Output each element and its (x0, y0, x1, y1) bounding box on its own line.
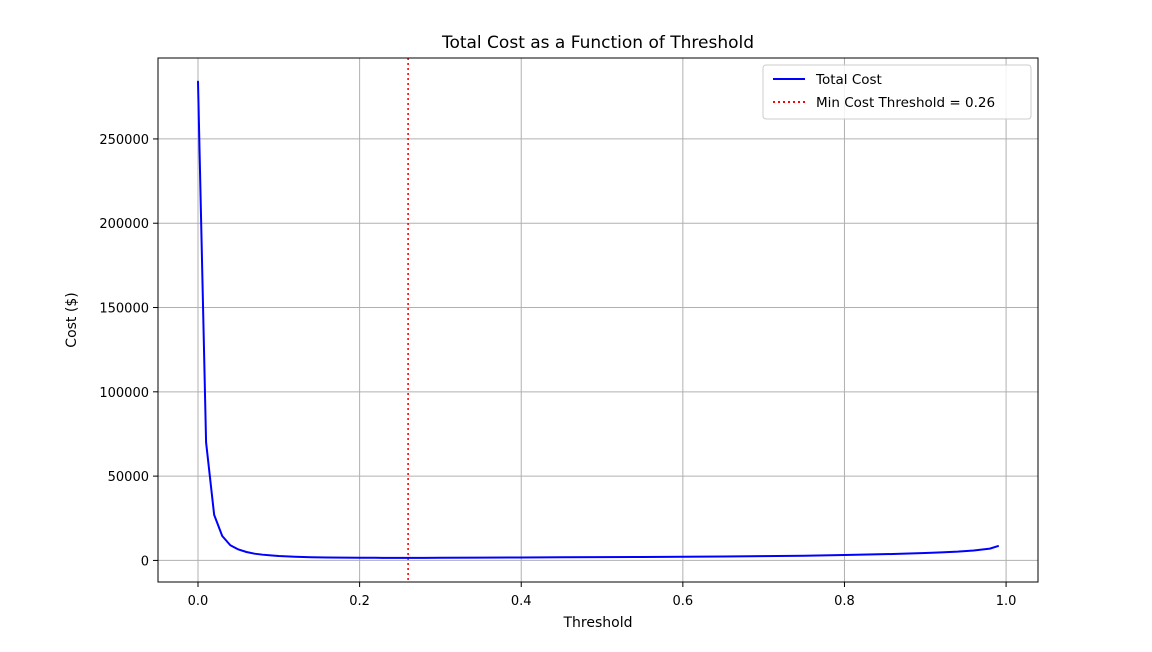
chart-title: Total Cost as a Function of Threshold (441, 33, 754, 53)
x-tick-label: 0.2 (349, 594, 370, 609)
plot-frame (157, 57, 1039, 583)
grid (158, 58, 1038, 582)
y-tick-label: 200000 (99, 217, 149, 232)
y-ticks: 0 50000 100000 150000 200000 250000 (99, 133, 158, 569)
legend-box (762, 64, 1032, 120)
x-ticks: 0.0 0.2 0.4 0.6 0.8 1.0 (188, 582, 1017, 609)
total-cost-line (197, 80, 999, 559)
y-tick-label: 50000 (108, 470, 149, 485)
y-tick-label: 0 (141, 554, 149, 569)
y-tick-label: 150000 (99, 302, 149, 317)
x-axis-label: Threshold (563, 615, 633, 631)
y-tick-label: 250000 (99, 133, 149, 148)
series-lines (197, 80, 999, 559)
y-axis-label: Cost ($) (64, 292, 80, 347)
x-tick-label: 0.8 (834, 594, 855, 609)
x-tick-label: 0.6 (673, 594, 694, 609)
x-tick-label: 1.0 (996, 594, 1017, 609)
y-tick-label: 100000 (99, 386, 149, 401)
legend: Total Cost Min Cost Threshold = 0.26 (762, 64, 1032, 120)
legend-label-min-cost-threshold: Min Cost Threshold = 0.26 (816, 95, 995, 111)
x-tick-label: 0.0 (188, 594, 209, 609)
x-tick-label: 0.4 (511, 594, 532, 609)
legend-label-total-cost: Total Cost (815, 72, 882, 88)
